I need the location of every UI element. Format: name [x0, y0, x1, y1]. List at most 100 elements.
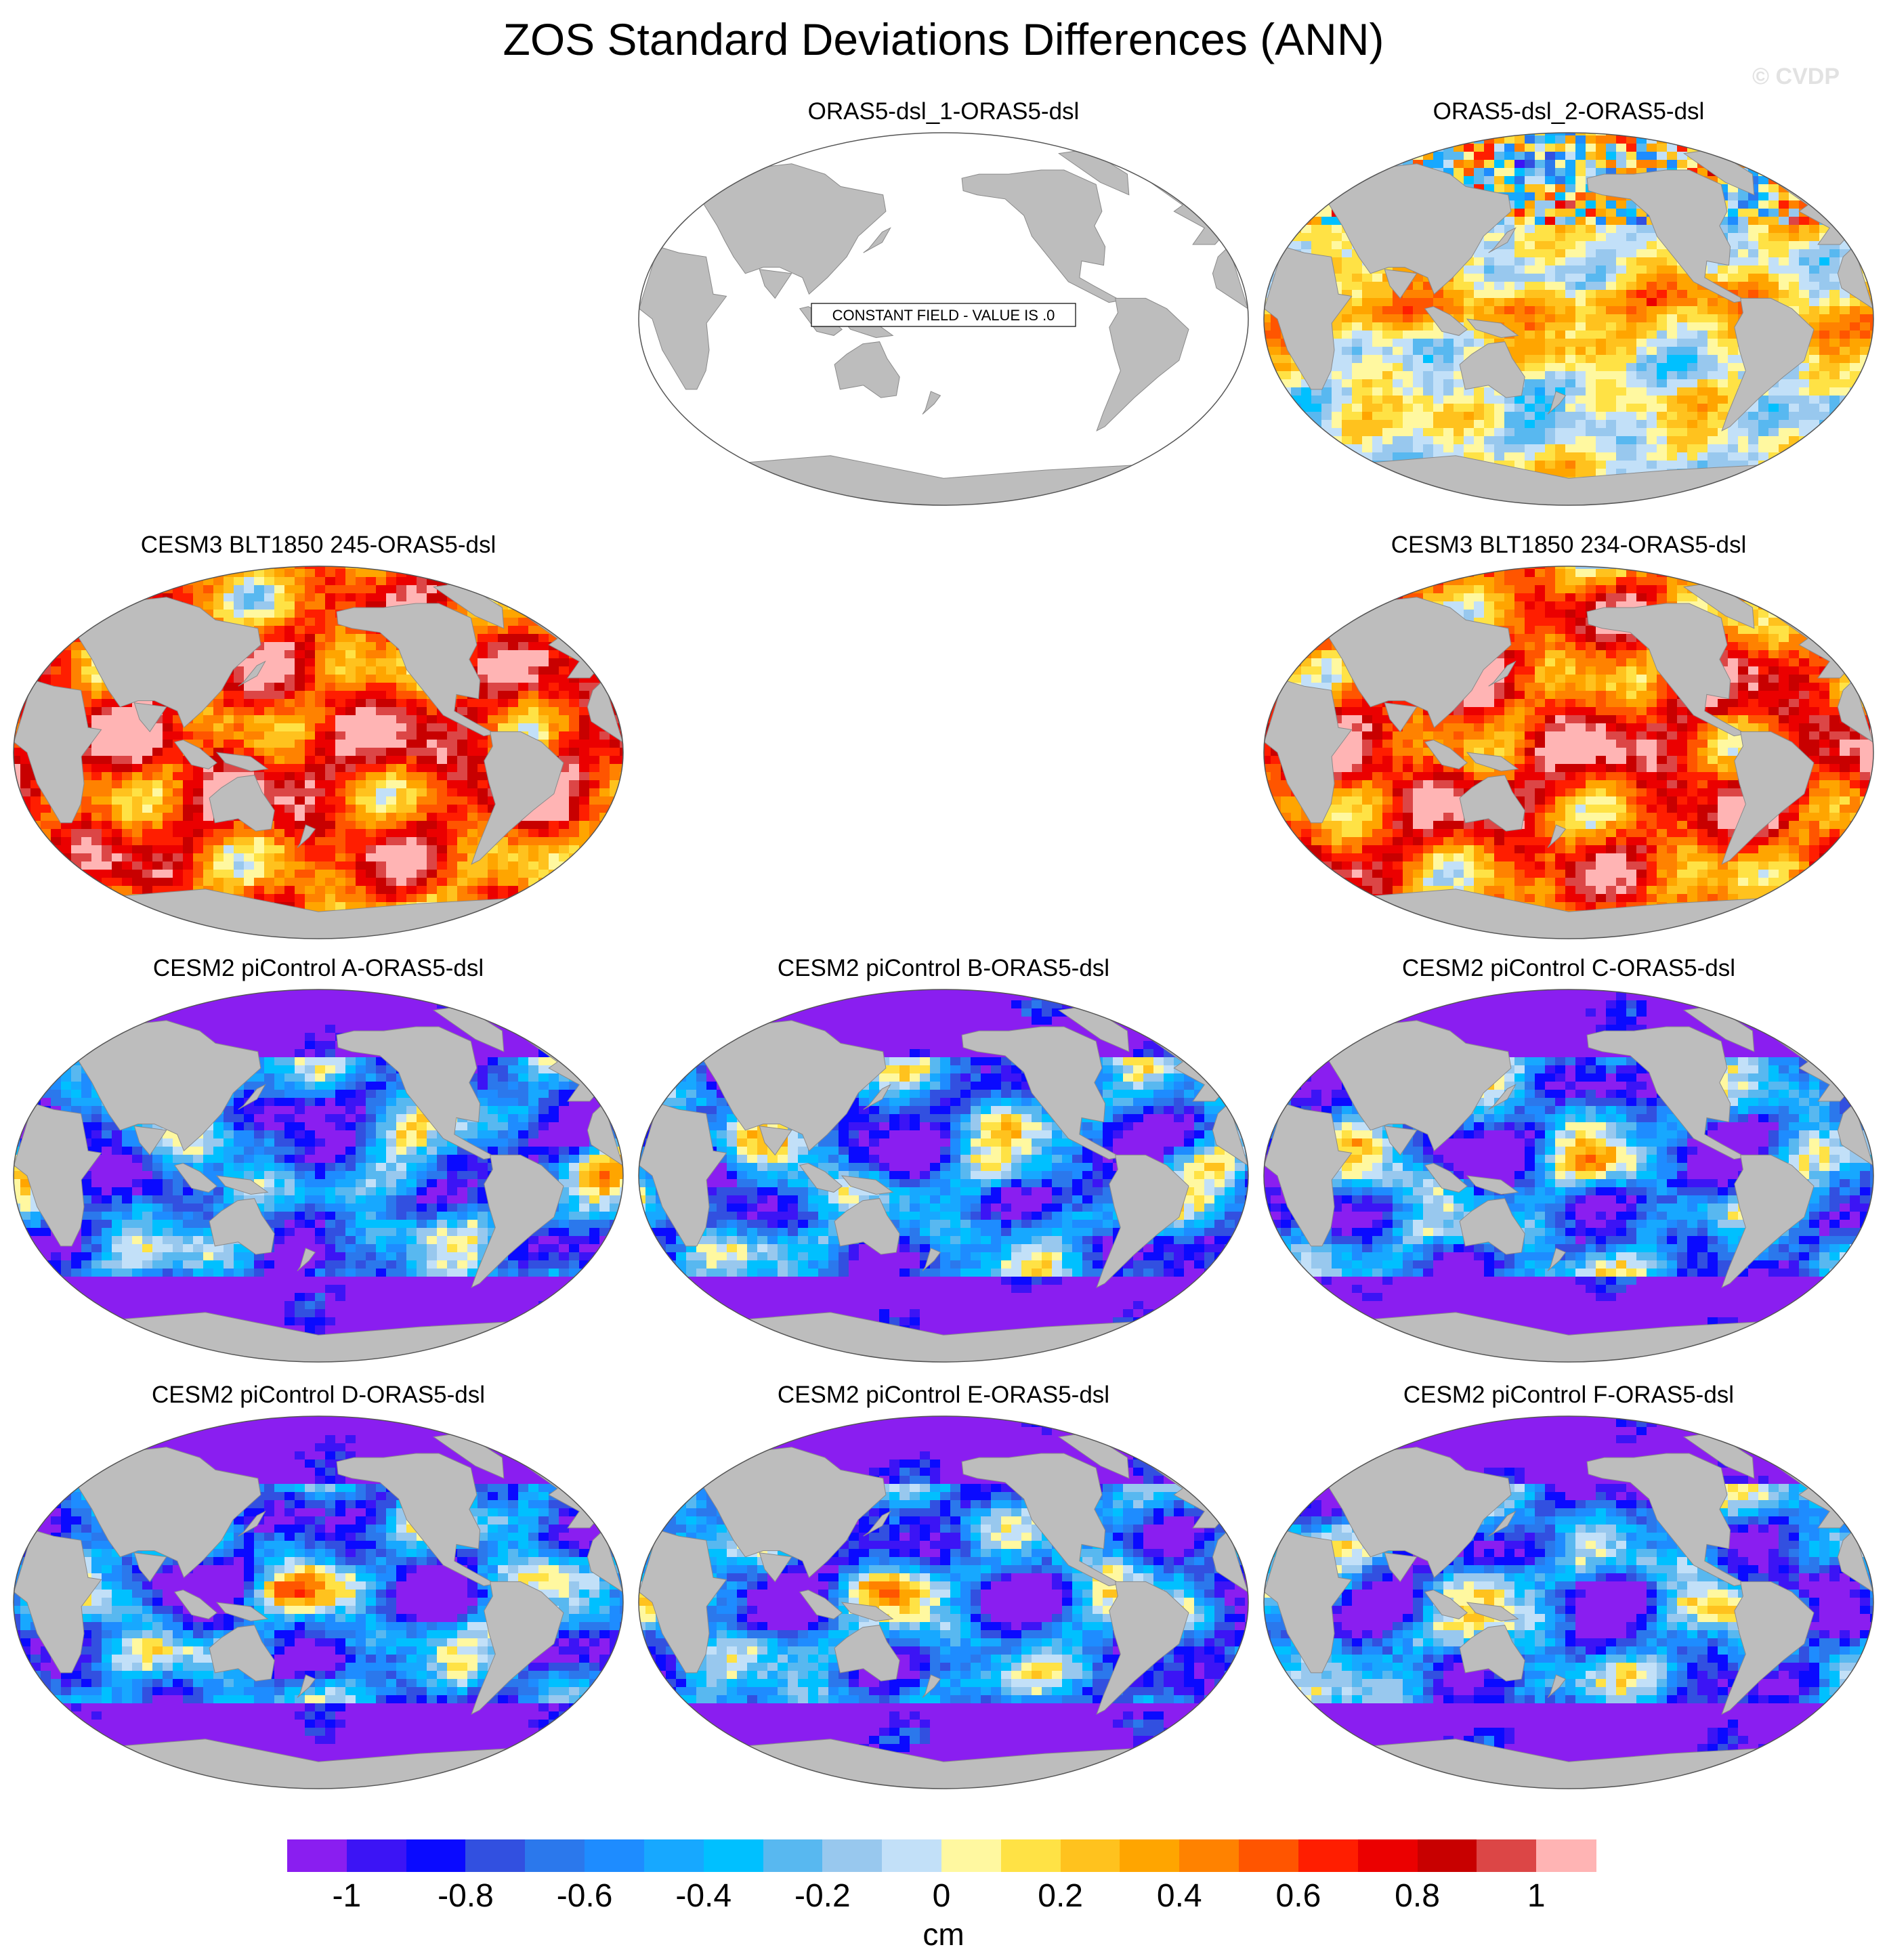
field-cell — [589, 780, 600, 789]
field-cell — [224, 593, 234, 602]
field-cell — [142, 577, 153, 586]
field-cell — [295, 740, 305, 748]
field-cell — [1718, 436, 1729, 445]
field-cell — [376, 715, 387, 724]
field-cell — [295, 650, 305, 659]
field-cell — [1829, 444, 1840, 453]
field-cell — [122, 805, 133, 813]
field-cell — [1850, 298, 1861, 307]
field-cell — [1819, 322, 1830, 331]
field-cell — [1464, 347, 1475, 356]
field-cell — [1870, 257, 1873, 266]
field-cell — [1586, 428, 1596, 437]
field-cell — [1626, 322, 1637, 331]
field-cell — [1494, 396, 1505, 404]
field-cell — [1514, 428, 1525, 437]
field-cell — [518, 634, 529, 643]
field-cell — [1606, 144, 1617, 152]
field-cell — [1504, 436, 1515, 445]
field-cell — [20, 610, 31, 618]
field-cell — [1870, 314, 1873, 323]
field-cell — [1525, 428, 1535, 437]
field-cell — [41, 585, 51, 594]
field-cell — [305, 675, 316, 683]
land-mass — [1096, 297, 1189, 432]
field-cell — [325, 618, 336, 626]
field-cell — [1647, 461, 1657, 469]
field-cell — [538, 829, 549, 838]
field-cell — [1321, 493, 1332, 502]
field-cell — [1271, 135, 1281, 144]
field-cell — [1596, 233, 1607, 242]
field-cell — [1555, 469, 1566, 477]
field-cell — [1494, 265, 1505, 274]
field-cell — [345, 707, 356, 716]
field-cell — [1647, 290, 1657, 299]
field-cell — [549, 691, 559, 700]
field-cell — [1799, 249, 1810, 258]
field-cell — [1870, 461, 1873, 469]
field-cell — [1636, 298, 1647, 307]
field-cell — [610, 593, 620, 602]
field-cell — [244, 618, 255, 626]
field-cell — [1667, 428, 1678, 437]
field-cell — [1606, 322, 1617, 331]
field-cell — [427, 569, 438, 578]
field-cell — [1504, 168, 1515, 177]
field-cell — [315, 634, 326, 643]
field-cell — [1332, 420, 1342, 429]
field-cell — [579, 740, 590, 748]
field-cell — [610, 756, 620, 765]
field-cell — [589, 748, 600, 757]
field-cell — [1555, 209, 1566, 217]
field-cell — [102, 723, 112, 732]
field-cell — [366, 675, 377, 683]
field-cell — [315, 805, 326, 813]
field-cell — [325, 626, 336, 635]
field-cell — [51, 585, 62, 594]
field-cell — [1870, 477, 1873, 486]
field-cell — [224, 772, 234, 781]
field-cell — [1860, 168, 1871, 177]
field-cell — [274, 723, 285, 732]
field-cell — [1484, 412, 1495, 421]
field-cell — [356, 723, 366, 732]
field-cell — [183, 805, 194, 813]
field-cell — [1332, 331, 1342, 339]
field-cell — [1525, 347, 1535, 356]
field-cell — [1433, 347, 1444, 356]
land-mass — [1547, 391, 1567, 414]
field-cell — [589, 577, 600, 586]
field-cell — [295, 618, 305, 626]
field-cell — [1264, 217, 1271, 226]
field-cell — [508, 601, 519, 610]
field-cell — [1403, 452, 1414, 461]
field-cell — [234, 566, 245, 570]
field-cell — [20, 601, 31, 610]
field-cell — [295, 707, 305, 716]
field-cell — [1474, 249, 1485, 258]
field-cell — [1789, 477, 1800, 486]
field-cell — [295, 715, 305, 724]
field-cell — [1758, 452, 1769, 461]
field-cell — [1393, 387, 1403, 396]
field-cell — [1382, 371, 1393, 380]
field-cell — [406, 821, 417, 830]
field-cell — [173, 780, 184, 789]
field-cell — [569, 796, 580, 805]
field-cell — [315, 691, 326, 700]
field-cell — [1819, 347, 1830, 356]
field-cell — [1332, 485, 1342, 494]
field-cell — [1454, 428, 1464, 437]
field-cell — [1264, 339, 1271, 347]
field-cell — [1738, 233, 1749, 242]
field-cell — [447, 723, 458, 732]
field-cell — [295, 658, 305, 667]
field-cell — [1657, 371, 1668, 380]
field-cell — [1748, 152, 1759, 161]
field-cell — [41, 658, 51, 667]
field-cell — [1728, 200, 1739, 209]
field-cell — [1586, 144, 1596, 152]
field-cell — [305, 618, 316, 626]
field-cell — [234, 691, 245, 700]
